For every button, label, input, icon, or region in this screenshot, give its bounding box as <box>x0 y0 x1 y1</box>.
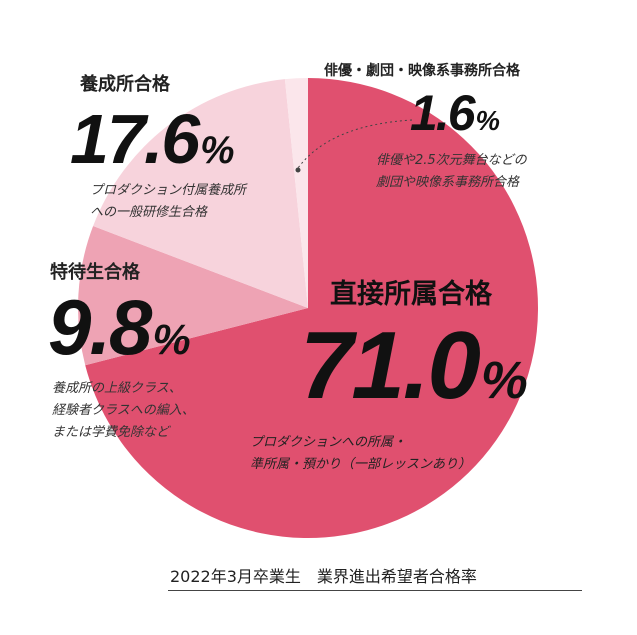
value-training-school-percent: % <box>200 129 235 172</box>
value-direct-affiliation-percent: % <box>480 351 528 410</box>
desc-scholarship-line3: または学費免除など <box>52 425 170 440</box>
desc-training-school-line2: への一般研修生合格 <box>90 205 208 220</box>
slice-training-school <box>93 79 308 309</box>
slice-scholarship <box>77 226 308 366</box>
value-actor-agency: 1.6% <box>410 88 500 138</box>
value-training-school-number: 17.6 <box>70 100 200 178</box>
value-scholarship-number: 9.8 <box>48 283 152 371</box>
leader-dot <box>295 167 301 173</box>
desc-direct-affiliation: プロダクションへの所属・ 準所属・預かり（一部レッスンあり） <box>250 432 471 476</box>
desc-actor-agency-line2: 劇団や映像系事務所合格 <box>376 175 520 190</box>
chart-footer-caption: 2022年3月卒業生 業界進出希望者合格率 <box>170 567 477 586</box>
desc-direct-affiliation-line1: プロダクションへの所属・ <box>250 435 407 450</box>
leader-line <box>297 119 413 169</box>
desc-scholarship: 養成所の上級クラス、 経験者クラスへの編入、 または学費免除など <box>52 378 195 444</box>
desc-direct-affiliation-line2: 準所属・預かり（一部レッスンあり） <box>250 457 472 472</box>
label-direct-affiliation: 直接所属合格 <box>330 279 492 310</box>
slice-actor-agency <box>284 78 308 308</box>
desc-actor-agency-line1: 俳優や2.5次元舞台などの <box>376 153 527 168</box>
value-actor-agency-number: 1.6 <box>410 85 476 141</box>
desc-training-school: プロダクション付属養成所 への一般研修生合格 <box>90 180 246 224</box>
value-scholarship: 9.8% <box>48 288 191 366</box>
value-training-school: 17.6% <box>70 104 234 174</box>
slice-direct-affiliation <box>85 78 538 538</box>
footer-divider <box>168 590 582 591</box>
value-direct-affiliation: 71.0% <box>300 318 528 414</box>
desc-actor-agency: 俳優や2.5次元舞台などの 劇団や映像系事務所合格 <box>376 150 527 194</box>
label-actor-agency: 俳優・劇団・映像系事務所合格 <box>324 63 520 79</box>
value-direct-affiliation-number: 71.0 <box>300 312 481 419</box>
desc-scholarship-line1: 養成所の上級クラス、 <box>52 381 182 396</box>
value-scholarship-percent: % <box>152 316 191 364</box>
desc-training-school-line1: プロダクション付属養成所 <box>90 183 247 198</box>
label-scholarship: 特待生合格 <box>50 262 140 283</box>
label-training-school: 養成所合格 <box>80 74 170 95</box>
desc-scholarship-line2: 経験者クラスへの編入、 <box>52 403 195 418</box>
value-actor-agency-percent: % <box>475 105 500 136</box>
